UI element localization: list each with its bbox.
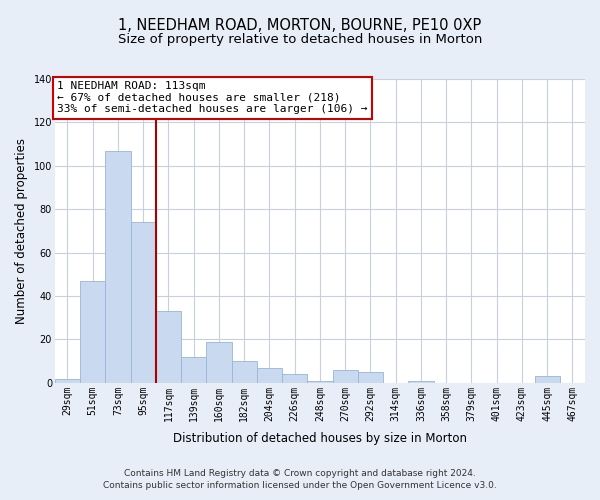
- Bar: [282, 374, 307, 383]
- Bar: [307, 380, 332, 383]
- Bar: [408, 380, 434, 383]
- Bar: [257, 368, 282, 383]
- Text: Contains HM Land Registry data © Crown copyright and database right 2024.
Contai: Contains HM Land Registry data © Crown c…: [103, 468, 497, 490]
- Bar: [181, 357, 206, 383]
- Bar: [358, 372, 383, 383]
- Bar: [332, 370, 358, 383]
- Bar: [80, 281, 106, 383]
- Bar: [535, 376, 560, 383]
- Text: Size of property relative to detached houses in Morton: Size of property relative to detached ho…: [118, 32, 482, 46]
- X-axis label: Distribution of detached houses by size in Morton: Distribution of detached houses by size …: [173, 432, 467, 445]
- Bar: [55, 378, 80, 383]
- Bar: [106, 150, 131, 383]
- Bar: [156, 311, 181, 383]
- Bar: [232, 361, 257, 383]
- Bar: [131, 222, 156, 383]
- Bar: [206, 342, 232, 383]
- Text: 1, NEEDHAM ROAD, MORTON, BOURNE, PE10 0XP: 1, NEEDHAM ROAD, MORTON, BOURNE, PE10 0X…: [118, 18, 482, 32]
- Text: 1 NEEDHAM ROAD: 113sqm
← 67% of detached houses are smaller (218)
33% of semi-de: 1 NEEDHAM ROAD: 113sqm ← 67% of detached…: [58, 81, 368, 114]
- Y-axis label: Number of detached properties: Number of detached properties: [15, 138, 28, 324]
